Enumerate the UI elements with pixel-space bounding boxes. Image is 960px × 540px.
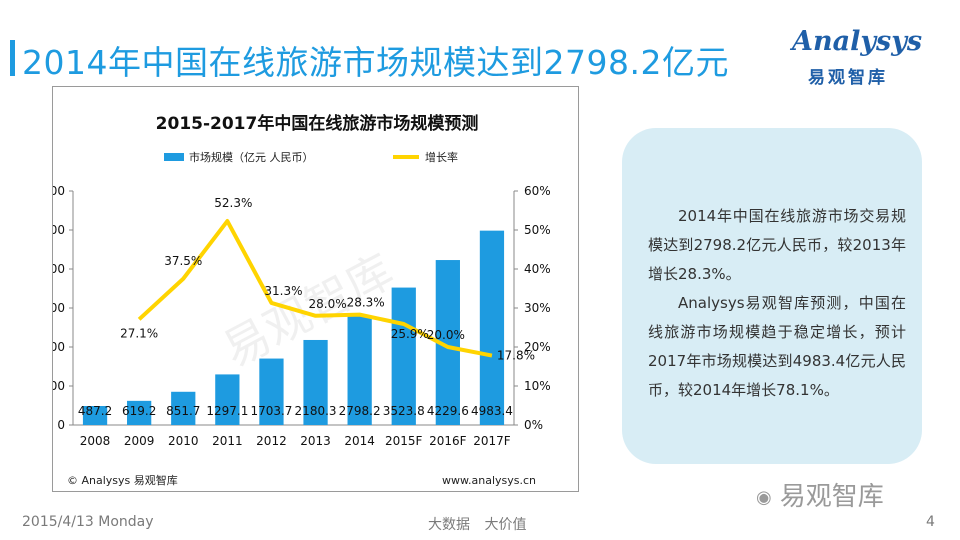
right-axis-tick-label: 10%: [524, 379, 551, 393]
growth-rate-label: 31.3%: [264, 284, 302, 298]
wechat-label: 易观智库: [779, 482, 884, 512]
right-axis-tick-label: 20%: [524, 340, 551, 354]
bar-value-label: 1297.1: [206, 404, 248, 418]
summary-paragraph-2: Analysys易观智库预测，中国在线旅游市场规模趋于稳定增长，预计2017年市…: [648, 294, 906, 399]
logo-chinese-name: 易观智库: [808, 68, 888, 88]
summary-text: 2014年中国在线旅游市场交易规模达到2798.2亿元人民币，较2013年增长2…: [648, 202, 906, 405]
summary-card: [622, 128, 922, 464]
wechat-icon: ◉: [756, 487, 772, 508]
growth-rate-label: 37.5%: [164, 254, 202, 268]
growth-rate-label: 27.1%: [120, 326, 158, 340]
chart-panel: 易观智库 2015-2017年中国在线旅游市场规模预测 市场规模（亿元 人民币） 增长…: [52, 86, 579, 492]
chart-source-url: www.analysys.cn: [442, 474, 536, 487]
x-axis-tick-label: 2015F: [385, 434, 423, 448]
growth-rate-label: 28.3%: [347, 296, 385, 310]
wechat-watermark: ◉ 易观智库: [756, 476, 884, 513]
title-accent-bar: [10, 40, 15, 76]
x-axis-tick-label: 2011: [212, 434, 243, 448]
bar-value-label: 619.2: [122, 404, 156, 418]
bar-value-label: 3523.8: [383, 404, 425, 418]
chart-source-copyright: © Analysys 易观智库: [67, 473, 178, 487]
bar-2010: [171, 391, 196, 425]
left-axis-tick-label: 6000: [53, 184, 65, 198]
x-axis-tick-label: 2009: [124, 434, 155, 448]
growth-rate-label: 52.3%: [214, 196, 252, 210]
right-axis-tick-label: 40%: [524, 262, 551, 276]
bar-2011: [215, 374, 240, 425]
x-axis-tick-label: 2010: [168, 434, 199, 448]
x-axis-tick-label: 2014: [344, 434, 375, 448]
left-axis-tick-label: 2000: [53, 340, 65, 354]
x-axis-tick-label: 2017F: [473, 434, 511, 448]
legend-bar-swatch: [164, 153, 184, 161]
bar-2017F: [479, 230, 505, 425]
analysys-logo: Analysys 易观智库: [792, 26, 932, 88]
bar-2012: [259, 358, 284, 425]
bar-2013: [303, 339, 328, 425]
footer-date: 2015/4/13 Monday: [22, 514, 154, 530]
growth-rate-label: 28.0%: [308, 297, 346, 311]
growth-rate-label: 25.9%: [391, 327, 429, 341]
left-axis-tick-label: 5000: [53, 223, 65, 237]
bar-value-label: 2798.2: [339, 404, 381, 418]
right-axis-tick-label: 0%: [524, 418, 543, 432]
x-axis-tick-label: 2008: [80, 434, 111, 448]
x-axis-tick-label: 2016F: [429, 434, 467, 448]
right-axis-tick-label: 30%: [524, 301, 551, 315]
bar-value-label: 2180.3: [295, 404, 337, 418]
left-axis-tick-label: 3000: [53, 301, 65, 315]
x-axis-tick-label: 2012: [256, 434, 287, 448]
right-axis-tick-label: 60%: [524, 184, 551, 198]
bar-value-label: 487.2: [78, 404, 112, 418]
page-number: 4: [926, 514, 935, 530]
legend-line-label: 增长率: [425, 150, 458, 164]
footer-tagline: 大数据 大价值: [428, 517, 527, 533]
bar-2009: [127, 400, 152, 425]
bar-value-label: 4983.4: [471, 404, 513, 418]
page-title: 2014年中国在线旅游市场规模达到2798.2亿元: [22, 43, 729, 82]
growth-rate-label: 17.8%: [497, 349, 535, 363]
bar-2014: [347, 315, 372, 425]
right-axis-tick-label: 50%: [524, 223, 551, 237]
bar-2015F: [391, 287, 416, 425]
bar-value-label: 1703.7: [250, 404, 292, 418]
bar-value-label: 4229.6: [427, 404, 469, 418]
chart-title: 2015-2017年中国在线旅游市场规模预测: [156, 113, 479, 134]
logo-wordmark: Analysys: [792, 26, 923, 57]
growth-rate-line: [137, 219, 493, 358]
summary-paragraph-1: 2014年中国在线旅游市场交易规模达到2798.2亿元人民币，较2013年增长2…: [648, 207, 906, 283]
x-axis-tick-label: 2013: [300, 434, 331, 448]
left-axis-tick-label: 4000: [53, 262, 65, 276]
left-axis-tick-label: 1000: [53, 379, 65, 393]
bar-value-label: 851.7: [166, 404, 200, 418]
legend-bar-label: 市场规模（亿元 人民币）: [189, 150, 314, 164]
bar-2008: [82, 405, 108, 425]
left-axis-tick-label: 0: [57, 418, 65, 432]
growth-rate-label: 20.0%: [427, 328, 465, 342]
